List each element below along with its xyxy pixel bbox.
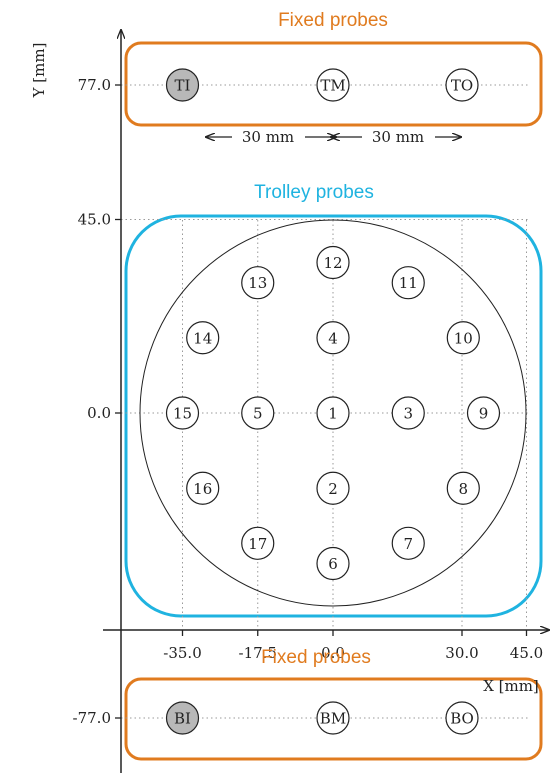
trolley-probe-7: 7 (391, 526, 425, 560)
fixed-probe-TO: TO (445, 68, 479, 102)
probe-circle (316, 396, 350, 430)
probe-label: TO (451, 77, 473, 95)
probe-circle (316, 321, 350, 355)
probe-label: 16 (193, 480, 212, 498)
x-tick-label: -17.5 (239, 644, 277, 662)
probe-circle (446, 321, 480, 355)
x-tick-label: 0.0 (321, 644, 345, 662)
fixed-probe-BM: BM (316, 701, 350, 735)
fixed-probes-bottom-box (124, 677, 543, 761)
fixed-probe-BO: BO (445, 701, 479, 735)
trolley-probe-6: 6 (316, 546, 350, 581)
probe-circle (316, 701, 350, 735)
probe-label: 6 (328, 555, 338, 573)
fixed-probe-TI: TI (165, 68, 200, 102)
probe-circle (445, 68, 479, 102)
x-axis-ticks: -35.0 -17.5 0.0 30.0 45.0 (163, 630, 543, 662)
probe-circle (316, 471, 350, 505)
probe-circle (316, 245, 350, 280)
probe-label: 9 (479, 405, 489, 423)
trolley-probe-12: 12 (316, 245, 350, 280)
trolley-probe-4: 4 (316, 321, 350, 355)
probe-circle (316, 546, 350, 581)
probe-circle (316, 68, 350, 102)
probe-label: 13 (248, 274, 267, 292)
trolley-probe-5: 5 (241, 396, 275, 430)
trolley-probe-11: 11 (391, 266, 425, 300)
spacing-annotation: 30 mm 30 mm (206, 128, 461, 146)
probe-label: BO (450, 710, 474, 728)
fixed-probes-top-title: Fixed probes (278, 10, 388, 31)
probe-label: 12 (323, 254, 342, 272)
fixed-probes-top-box (124, 41, 543, 127)
probe-circle (446, 471, 480, 505)
trolley-aperture-circle (139, 219, 527, 607)
probe-circle (241, 526, 275, 560)
probe-circle (391, 266, 425, 300)
probe-label: BM (320, 710, 346, 728)
probe-label: 10 (454, 329, 473, 347)
probe-circle (391, 526, 425, 560)
trolley-probe-16: 16 (186, 471, 220, 505)
y-tick-label: -77.0 (73, 709, 111, 727)
probe-label: 17 (248, 535, 267, 553)
trolley-probe-9: 9 (466, 396, 501, 430)
probe-circle (241, 266, 275, 300)
x-tick-label: -35.0 (163, 644, 201, 662)
probe-label: 2 (328, 480, 338, 498)
probe-label: 8 (459, 480, 469, 498)
trolley-probe-17: 17 (241, 526, 275, 560)
fixed-probe-TM: TM (316, 68, 350, 102)
probe-circle (445, 701, 479, 735)
trolley-probe-10: 10 (446, 321, 480, 355)
probe-label: 15 (173, 405, 192, 423)
trolley-probe-1: 1 (316, 396, 350, 430)
probe-circle (466, 396, 501, 430)
trolley-probe-2: 2 (316, 471, 350, 505)
y-tick-label: 45.0 (78, 211, 111, 229)
probe-label: TI (175, 77, 191, 95)
probe-circle (186, 471, 220, 505)
x-axis-title: X [mm] (483, 677, 539, 695)
y-tick-label: 0.0 (87, 404, 111, 422)
probe-circle (391, 396, 425, 430)
probe-circle (186, 321, 220, 355)
probe-label: TM (320, 77, 345, 95)
x-tick-label: 45.0 (510, 644, 543, 662)
probe-circle (165, 701, 200, 735)
probe-label: 3 (403, 405, 413, 423)
trolley-probe-8: 8 (446, 471, 480, 505)
fixed-probe-BI: BI (165, 701, 200, 735)
probe-label: 1 (328, 405, 338, 423)
fixed-probes-bottom-title: Fixed probes (261, 647, 371, 668)
trolley-probe-3: 3 (391, 396, 425, 430)
probe-label: 5 (253, 405, 263, 423)
y-axis-ticks: 77.0 45.0 0.0 -77.0 (73, 76, 121, 727)
probe-label: 14 (193, 329, 212, 347)
probe-circle (165, 396, 200, 430)
y-axis-title: Y [mm] (30, 43, 48, 99)
probe-label: BI (174, 710, 191, 728)
y-tick-label: 77.0 (78, 76, 111, 94)
trolley-probes-title: Trolley probes (254, 182, 374, 203)
x-tick-label: 30.0 (445, 644, 478, 662)
spacing-label-left: 30 mm (242, 128, 294, 146)
probe-label: 4 (328, 329, 338, 347)
probe-label: 11 (399, 274, 418, 292)
probe-label: 7 (403, 535, 413, 553)
spacing-label-right: 30 mm (372, 128, 424, 146)
probe-circle (165, 68, 200, 102)
trolley-probe-13: 13 (241, 266, 275, 300)
probe-circle (241, 396, 275, 430)
trolley-probe-14: 14 (186, 321, 220, 355)
trolley-probe-15: 15 (165, 396, 200, 430)
